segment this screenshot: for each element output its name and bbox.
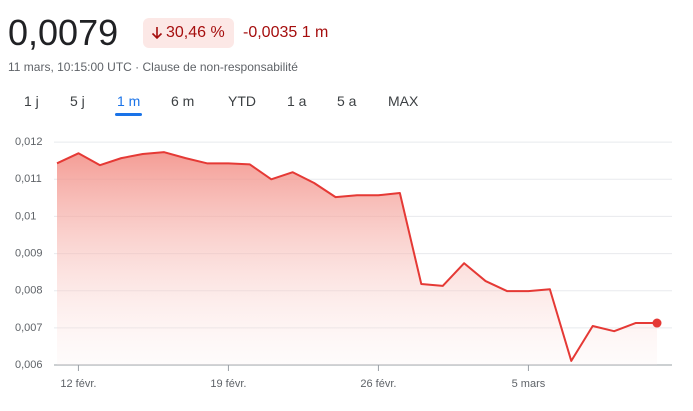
x-tick-label: 19 févr.: [210, 378, 246, 390]
x-tick-label: 5 mars: [512, 378, 546, 390]
range-tab[interactable]: 1 a: [287, 93, 307, 109]
range-tab[interactable]: 6 m: [171, 93, 195, 109]
x-tick-label: 26 févr.: [360, 378, 396, 390]
range-tab[interactable]: 1 j: [24, 93, 39, 109]
area: [57, 152, 657, 365]
change: -0,0035 1 m: [243, 24, 329, 41]
timestamp: 11 mars, 10:15:00 UTC · Clause de non-re…: [8, 60, 298, 74]
range-tab[interactable]: 1 m: [114, 93, 143, 116]
y-tick-label: 0,006: [15, 359, 43, 371]
line: [56, 151, 657, 362]
y-tick-label: 0,011: [15, 173, 42, 185]
y-tick-label: 0,009: [15, 247, 43, 259]
down-arrow: [151, 27, 163, 40]
y-tick-label: 0,01: [15, 210, 36, 222]
range-tab[interactable]: 5 j: [70, 93, 85, 109]
change-badge: 30,46 %: [143, 18, 234, 48]
range-tab[interactable]: MAX: [388, 93, 419, 109]
range-tab[interactable]: YTD: [228, 93, 256, 109]
change-percent: 30,46 %: [166, 24, 225, 41]
price: 0,0079: [8, 12, 119, 53]
y-tick-label: 0,008: [15, 285, 43, 297]
x-tick-label: 12 févr.: [60, 378, 96, 390]
range-tab[interactable]: 5 a: [337, 93, 357, 109]
last-point: [652, 318, 662, 328]
y-tick-label: 0,007: [15, 322, 43, 334]
y-tick-label: 0,012: [15, 136, 43, 148]
